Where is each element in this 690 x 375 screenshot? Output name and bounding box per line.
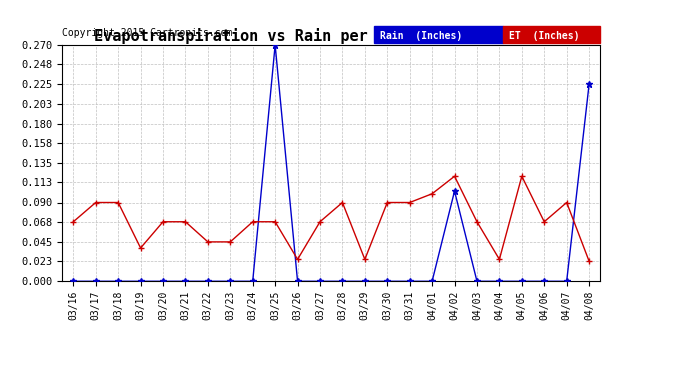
Text: Copyright 2015 Cartronics.com: Copyright 2015 Cartronics.com: [62, 27, 233, 38]
Text: ET  (Inches): ET (Inches): [509, 31, 580, 41]
Text: Rain  (Inches): Rain (Inches): [380, 31, 462, 41]
Title: Evapotranspiration vs Rain per Day (Inches) 20150409: Evapotranspiration vs Rain per Day (Inch…: [94, 28, 569, 44]
FancyBboxPatch shape: [504, 26, 600, 43]
FancyBboxPatch shape: [374, 26, 504, 43]
